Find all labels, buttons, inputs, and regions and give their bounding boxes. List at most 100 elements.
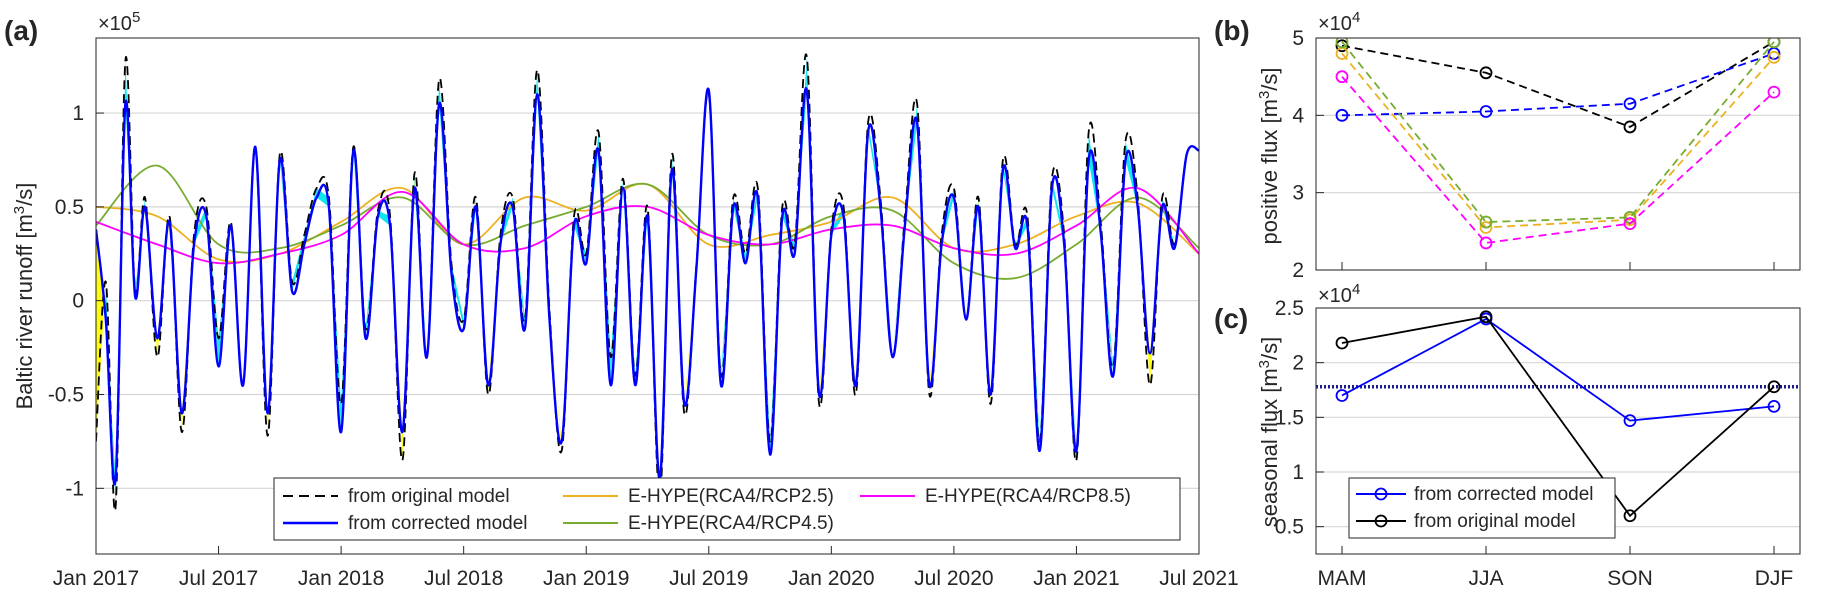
- panel-a: (a) ×105 -1-0.500.51 Jan 2017 Jul 2017 Jan…: [4, 9, 1239, 591]
- panel-b-marker: [1767, 85, 1781, 99]
- legend-label-original: from original model: [348, 486, 510, 507]
- panel-c-xtick-label: JJA: [1468, 567, 1503, 590]
- panel-b-ytick-label: 5: [1292, 27, 1304, 50]
- panel-c-marker: [1623, 509, 1637, 523]
- panel-b-marker: [1479, 221, 1493, 234]
- panel-a-ytick-label: -0.5: [48, 384, 84, 407]
- panel-a-yticks: -1 -0.5 0 0.5 1: [48, 102, 104, 500]
- panel-a-fill-layer: [96, 56, 1175, 508]
- panel-c-yticks: 0.5 1 1.5 2 2.5: [1275, 297, 1324, 539]
- difference-fill: [377, 210, 391, 226]
- panel-b-marker: [1335, 38, 1349, 49]
- panel-c-marker: [1623, 414, 1637, 428]
- panel-a-xticks: Jan 2017 Jul 2017 Jan 2018 Jul 2018 Jan 2019…: [53, 546, 1239, 590]
- panel-c-series-line: [1341, 317, 1775, 422]
- panel-a-xtick-label: Jan 2017: [53, 567, 139, 590]
- panel-c-exponent: ×104: [1318, 281, 1360, 308]
- panel-a-xtick-label: Jan 2020: [788, 567, 874, 590]
- panel-b-marker: [1479, 236, 1493, 250]
- panel-a-ylabel: Baltic river runoff [m3/s]: [11, 183, 38, 410]
- panel-b-marker: [1767, 50, 1781, 64]
- panel-c-xtick-label: SON: [1607, 567, 1653, 590]
- panel-a-xtick-label: Jan 2019: [543, 567, 629, 590]
- panel-c: (c) ×104 0.5 1 1.5 2 2.5 MAM JJA SON DJF season…: [1214, 262, 1801, 590]
- panel-b-series-line: [1341, 76, 1775, 244]
- series-line-from-corrected-model: [96, 87, 1199, 486]
- panel-c-letter: (c): [1214, 303, 1248, 334]
- panel-a-legend: from original model from corrected model…: [273, 477, 1181, 541]
- panel-a-xtick-label: Jul 2021: [1159, 567, 1238, 590]
- panel-a-series-layer: [96, 53, 1199, 512]
- panel-b-series-line: [1341, 52, 1775, 117]
- difference-fill: [1051, 178, 1065, 245]
- panel-b-exponent: ×104: [1318, 9, 1360, 36]
- difference-fill: [194, 206, 207, 245]
- panel-a-exponent: ×105: [98, 9, 140, 36]
- legend-label-rcp85: E-HYPE(RCA4/RCP8.5): [925, 486, 1131, 507]
- panel-c-marker: [1767, 399, 1781, 413]
- panel-c-series-line: [1341, 315, 1775, 518]
- panel-b-marker: [1479, 105, 1493, 118]
- panel-b-axes-box: [1315, 37, 1801, 271]
- legend-c-label-original: from original model: [1414, 511, 1576, 532]
- panel-a-letter: (a): [4, 15, 38, 46]
- legend-label-corrected: from corrected model: [348, 513, 528, 534]
- panel-b-marker: [1335, 108, 1349, 122]
- legend-c-marker-original: [1374, 514, 1388, 528]
- panel-a-xtick-label: Jan 2021: [1033, 567, 1119, 590]
- panel-c-ytick-label: 2: [1292, 352, 1304, 375]
- panel-b-marker: [1623, 217, 1637, 231]
- panel-c-marker: [1767, 380, 1781, 394]
- panel-b-marker: [1335, 70, 1349, 84]
- difference-fill: [549, 310, 562, 451]
- difference-fill: [451, 263, 464, 329]
- panel-c-marker: [1335, 336, 1349, 350]
- panel-c-xtick-label: MAM: [1318, 567, 1367, 590]
- legend-c-marker-corrected: [1374, 487, 1388, 501]
- panel-c-xtick-label: DJF: [1755, 567, 1794, 590]
- panel-c-xticks: MAM JJA SON DJF: [1318, 262, 1794, 590]
- panel-a-ytick-label: -1: [65, 477, 84, 500]
- panel-b-yticks: 2 3 4 5: [1292, 27, 1324, 282]
- panel-b-ytick-label: 3: [1292, 182, 1304, 205]
- panel-c-ylabel: seasonal flux [m3/s]: [1256, 337, 1283, 528]
- panel-b-ylabel: positive flux [m3/s]: [1256, 67, 1283, 244]
- panel-b-series-line: [1341, 41, 1775, 223]
- panel-c-ytick-label: 2.5: [1275, 297, 1304, 320]
- panel-b-marker: [1335, 39, 1349, 53]
- panel-a-ytick-label: 0.5: [55, 196, 84, 219]
- legend-label-rcp45: E-HYPE(RCA4/RCP4.5): [628, 513, 834, 534]
- panel-a-xtick-label: Jan 2018: [298, 567, 384, 590]
- panel-a-xtick-label: Jul 2020: [914, 567, 993, 590]
- panel-b-ytick-label: 4: [1292, 104, 1304, 127]
- panel-b-series-layer: [1335, 38, 1781, 250]
- panel-b-series-line: [1341, 41, 1775, 128]
- panel-c-ytick-label: 1.5: [1275, 406, 1304, 429]
- panel-b-marker: [1623, 97, 1637, 111]
- panel-b-grid: [1316, 37, 1800, 271]
- panel-b: (b) ×104 2 3 4 5 positive flux [m3/s]: [1214, 9, 1801, 282]
- legend-label-rcp25: E-HYPE(RCA4/RCP2.5): [628, 486, 834, 507]
- panel-a-ytick-label: 1: [72, 102, 84, 125]
- panel-b-marker: [1479, 215, 1493, 229]
- panel-c-axes-box: [1315, 307, 1801, 555]
- panel-c-series-layer: [1316, 310, 1800, 523]
- difference-fill: [500, 197, 513, 245]
- legend-c-label-corrected: from corrected model: [1414, 484, 1594, 505]
- panel-a-xtick-label: Jul 2018: [424, 567, 503, 590]
- panel-c-ytick-label: 0.5: [1275, 516, 1304, 539]
- panel-b-marker: [1767, 38, 1781, 49]
- panel-c-ytick-label: 1: [1292, 461, 1304, 484]
- panel-b-ytick-label: 2: [1292, 259, 1304, 282]
- panel-c-legend: from corrected model from original model: [1348, 477, 1616, 539]
- panel-c-marker: [1335, 389, 1349, 402]
- panel-b-marker: [1623, 120, 1637, 134]
- panel-b-letter: (b): [1214, 15, 1250, 46]
- panel-a-axes-box: [95, 37, 1200, 555]
- panel-a-ytick-label: 0: [72, 290, 84, 313]
- panel-a-xtick-label: Jul 2017: [179, 567, 258, 590]
- panel-c-marker: [1479, 310, 1493, 324]
- panel-b-marker: [1479, 66, 1493, 80]
- panel-a-xtick-label: Jul 2019: [669, 567, 748, 590]
